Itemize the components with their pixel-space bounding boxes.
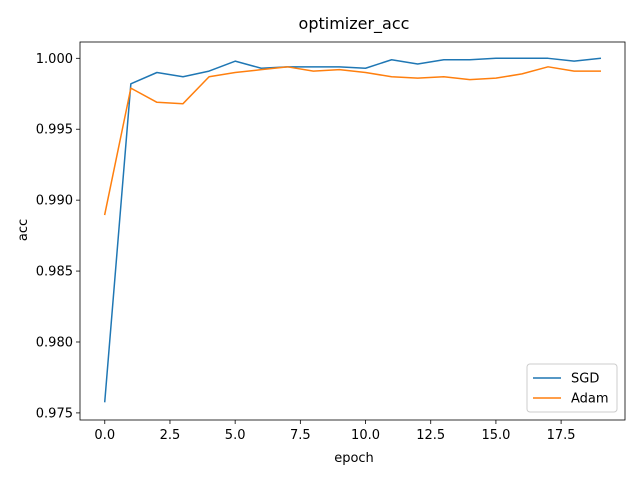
y-axis-ticks: 0.975 0.980 0.985 0.990 0.995 1.000 bbox=[36, 52, 80, 421]
x-tick-label: 7.5 bbox=[290, 428, 311, 443]
x-tick-label: 12.5 bbox=[416, 428, 445, 443]
legend-label-adam: Adam bbox=[571, 392, 609, 407]
y-tick-label: 0.995 bbox=[36, 123, 73, 138]
legend: SGD Adam bbox=[526, 363, 618, 413]
x-tick-label: 15.0 bbox=[481, 428, 510, 443]
series-line-adam bbox=[103, 66, 601, 216]
x-axis-ticks: 0.0 2.5 5.0 7.5 10.0 12.5 15.0 17.5 bbox=[94, 420, 576, 443]
y-tick-label: 0.985 bbox=[36, 265, 73, 280]
x-axis-label: epoch bbox=[334, 451, 374, 466]
chart-title: optimizer_acc bbox=[299, 14, 410, 34]
plot-area bbox=[79, 41, 626, 421]
x-tick-label: 10.0 bbox=[351, 428, 380, 443]
y-tick-label: 0.975 bbox=[36, 406, 73, 421]
series-line-sgd bbox=[103, 57, 602, 403]
y-axis-label: acc bbox=[16, 219, 31, 241]
x-tick-label: 2.5 bbox=[160, 428, 181, 443]
y-tick-label: 0.980 bbox=[36, 335, 73, 350]
axes-frame bbox=[79, 41, 626, 421]
y-tick-label: 0.990 bbox=[36, 194, 73, 209]
x-tick-label: 5.0 bbox=[225, 428, 246, 443]
x-tick-label: 17.5 bbox=[547, 428, 576, 443]
x-tick-label: 0.0 bbox=[94, 428, 115, 443]
y-tick-label: 1.000 bbox=[36, 52, 73, 67]
legend-box bbox=[526, 363, 618, 413]
legend-label-sgd: SGD bbox=[571, 372, 599, 387]
